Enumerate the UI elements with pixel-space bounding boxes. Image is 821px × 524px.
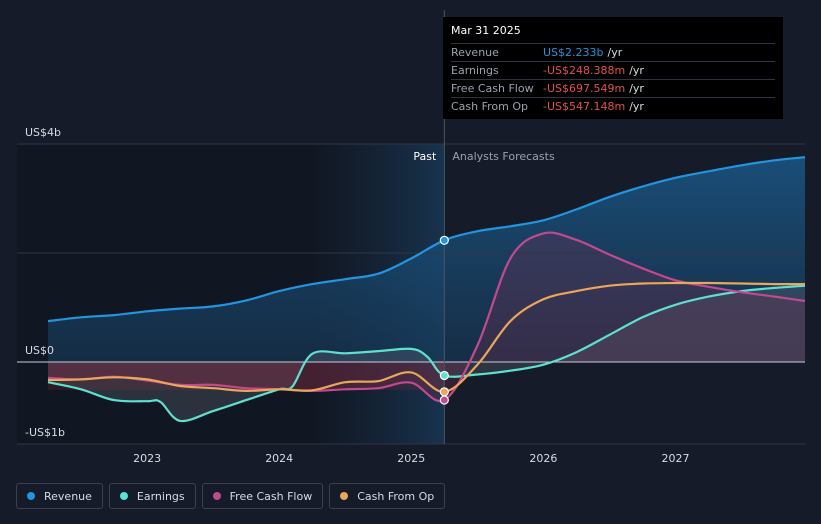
legend-dot-icon bbox=[212, 492, 221, 500]
y-label-zero: US$0 bbox=[25, 344, 54, 357]
tooltip-row: Revenue US$2.233b/yr bbox=[451, 43, 775, 61]
tooltip-row-value: -US$697.549m bbox=[543, 82, 626, 95]
legend-dot-icon bbox=[340, 492, 349, 500]
legend-label: Revenue bbox=[44, 489, 92, 503]
earnings-line bbox=[47, 284, 806, 423]
tooltip-row: Free Cash Flow -US$697.549m/yr bbox=[451, 79, 775, 97]
tooltip-row: Earnings -US$248.388m/yr bbox=[451, 61, 775, 79]
tooltip-date: Mar 31 2025 bbox=[451, 24, 521, 37]
tooltip-row-unit: /yr bbox=[629, 82, 644, 95]
legend-item-earnings[interactable]: Earnings bbox=[108, 483, 196, 509]
y-label-bottom: -US$1b bbox=[25, 426, 65, 439]
legend-item-free-cash-flow[interactable]: Free Cash Flow bbox=[201, 483, 324, 509]
x-tick-label: 2024 bbox=[265, 452, 293, 465]
x-tick-label: 2027 bbox=[662, 452, 690, 465]
cash-from-op-line bbox=[47, 281, 806, 393]
tooltip-row-label: Revenue bbox=[451, 46, 499, 59]
revenue-line bbox=[47, 156, 806, 323]
past-label: Past bbox=[413, 150, 437, 163]
legend-item-revenue[interactable]: Revenue bbox=[16, 483, 103, 509]
tooltip: Mar 31 2025 Revenue US$2.233b/yr Earnings -… bbox=[443, 17, 783, 119]
revenue-area bbox=[48, 157, 805, 362]
forecast-label: Analysts Forecasts bbox=[452, 150, 555, 163]
marker-earnings bbox=[439, 370, 449, 381]
tooltip-row-label: Earnings bbox=[451, 64, 499, 77]
x-tick-label: 2023 bbox=[133, 452, 161, 465]
legend-label: Earnings bbox=[136, 489, 185, 503]
marker-free-cash-flow bbox=[439, 395, 449, 405]
legend: Revenue Earnings Free Cash Flow Cash From O… bbox=[16, 483, 451, 511]
tooltip-row-label: Cash From Op bbox=[451, 100, 529, 113]
x-tick-label: 2026 bbox=[529, 452, 557, 465]
legend-label: Cash From Op bbox=[357, 489, 435, 503]
marker-revenue bbox=[439, 235, 449, 245]
legend-dot-icon bbox=[27, 492, 35, 500]
free-cash-flow-area bbox=[48, 232, 805, 402]
legend-label: Free Cash Flow bbox=[229, 489, 313, 503]
tooltip-row-value: -US$547.148m bbox=[543, 100, 626, 113]
tooltip-row-value: -US$248.388m bbox=[543, 64, 626, 77]
x-tick-label: 2025 bbox=[397, 452, 425, 465]
legend-dot-icon bbox=[119, 492, 128, 500]
tooltip-row: Cash From Op -US$547.148m/yr bbox=[451, 97, 775, 115]
marker-cash-from-op bbox=[439, 387, 449, 397]
legend-item-cash-from-op[interactable]: Cash From Op bbox=[329, 483, 446, 509]
y-label-top: US$4b bbox=[25, 126, 61, 139]
tooltip-row-value: US$2.233b bbox=[543, 46, 604, 59]
tooltip-row-unit: /yr bbox=[629, 100, 644, 113]
tooltip-row-unit: /yr bbox=[607, 46, 623, 59]
tooltip-row-unit: /yr bbox=[629, 64, 644, 77]
tooltip-row-label: Free Cash Flow bbox=[451, 82, 534, 95]
